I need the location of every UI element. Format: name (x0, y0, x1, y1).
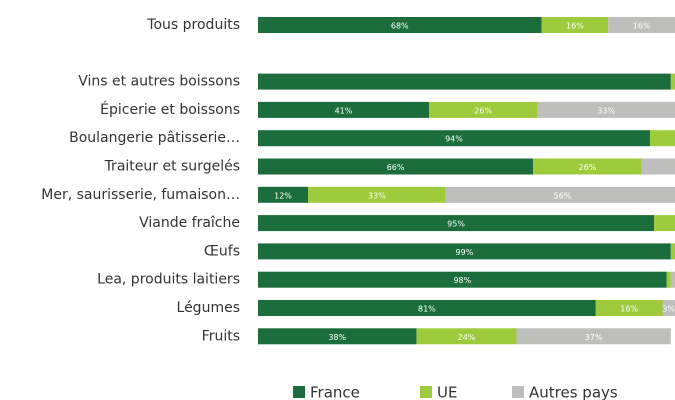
bar-segment (258, 17, 542, 33)
value-label: 33% (597, 106, 615, 115)
value-label: 41% (335, 106, 353, 115)
bar-segment (258, 243, 671, 260)
bar-segment (649, 130, 675, 147)
value-label: 12% (274, 191, 292, 200)
legend-label: France (310, 384, 360, 400)
value-label: 94% (445, 135, 463, 144)
bar-segment (595, 300, 663, 316)
bar-segment (670, 243, 675, 260)
category-label: Lea, produits laitiers (97, 272, 240, 288)
bar-segment (445, 186, 675, 203)
bar-segment (516, 328, 671, 345)
value-label: 16% (566, 22, 584, 31)
value-label: 33% (368, 191, 386, 200)
bar-segment (258, 215, 655, 232)
bar-segment (533, 158, 642, 175)
bar-segment (662, 300, 675, 316)
bar-segment (666, 271, 671, 288)
category-label: Viande fraîche (139, 215, 240, 231)
value-label: 95% (447, 220, 465, 229)
bar-segment (654, 215, 675, 232)
legend-swatch (293, 386, 305, 398)
category-label: Légumes (177, 300, 240, 316)
value-label: 16% (633, 22, 651, 31)
bar-segment (641, 158, 675, 175)
value-label: 66% (387, 163, 405, 172)
value-label: 26% (474, 106, 492, 115)
bar-segment (258, 101, 429, 118)
category-label: Vins et autres boissons (78, 74, 240, 90)
category-label: Fruits (202, 328, 240, 344)
bar-segment (428, 101, 538, 118)
category-label: Traiteur et surgelés (104, 159, 240, 175)
bar-segment (258, 271, 667, 288)
legend-swatch (512, 386, 524, 398)
bar-segment (258, 130, 650, 147)
legend-label: Autres pays (529, 384, 618, 400)
bar-segment (308, 186, 446, 203)
category-label: Mer, saurisserie, fumaison… (41, 187, 240, 203)
bar-segment (258, 158, 534, 175)
value-label: 26% (579, 163, 597, 172)
value-label: 16% (620, 305, 638, 314)
category-label: Tous produits (146, 17, 240, 33)
legend-label: UE (437, 384, 457, 400)
value-label: 24% (458, 333, 476, 342)
bar-segment (258, 73, 671, 90)
bar-segment (541, 17, 609, 33)
category-label: Boulangerie pâtisserie… (69, 130, 240, 146)
bar-segment (258, 300, 596, 316)
bar-segment (258, 328, 417, 345)
bar-segment (258, 186, 309, 203)
bar-segment (537, 101, 675, 118)
value-label: 81% (418, 305, 436, 314)
value-label: 99% (456, 248, 474, 257)
value-label: 37% (585, 333, 603, 342)
value-label: 3% (662, 305, 675, 314)
value-label: 38% (328, 333, 346, 342)
value-label: 68% (391, 22, 409, 31)
bar-segment (416, 328, 517, 345)
value-label: 98% (453, 276, 471, 285)
bar-segment (670, 271, 675, 288)
value-label: 56% (554, 191, 572, 200)
category-label: Épicerie et boissons (100, 101, 240, 118)
legend-swatch (420, 386, 432, 398)
bar-segment (670, 73, 675, 90)
category-label: Œufs (204, 243, 240, 259)
bar-segment (608, 17, 675, 33)
